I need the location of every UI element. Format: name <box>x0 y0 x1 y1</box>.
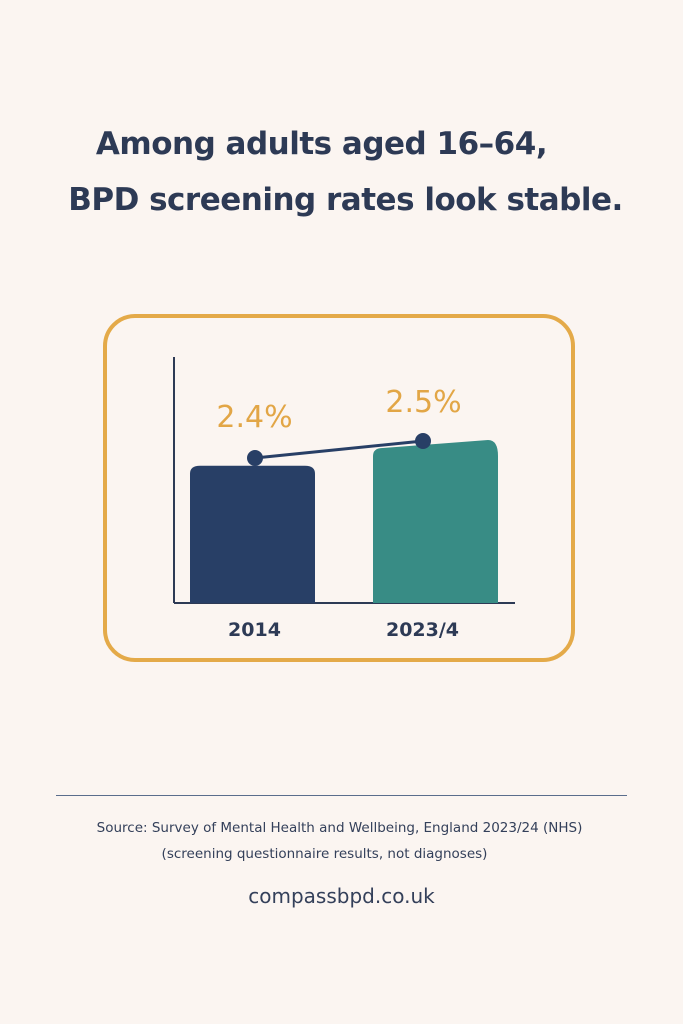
source-note: (screening questionnaire results, not di… <box>161 846 488 862</box>
data-label: 2.5% <box>385 385 461 420</box>
divider <box>56 795 627 796</box>
title-line-1: Among adults aged 16–64, <box>95 126 548 162</box>
trend-point <box>415 433 431 449</box>
trend-line <box>254 439 424 460</box>
x-tick-label: 2014 <box>228 619 281 641</box>
data-label: 2.4% <box>216 400 292 435</box>
website-link[interactable]: compassbpd.co.uk <box>248 884 435 908</box>
chart-frame <box>103 314 575 662</box>
bar-2014 <box>190 465 315 603</box>
x-tick-label: 2023/4 <box>386 619 459 641</box>
source-text: Source: Survey of Mental Health and Well… <box>96 820 583 836</box>
title-line-2: BPD screening rates look stable. <box>68 182 623 218</box>
bar-2023/4 <box>373 439 498 603</box>
trend-point <box>247 450 263 466</box>
